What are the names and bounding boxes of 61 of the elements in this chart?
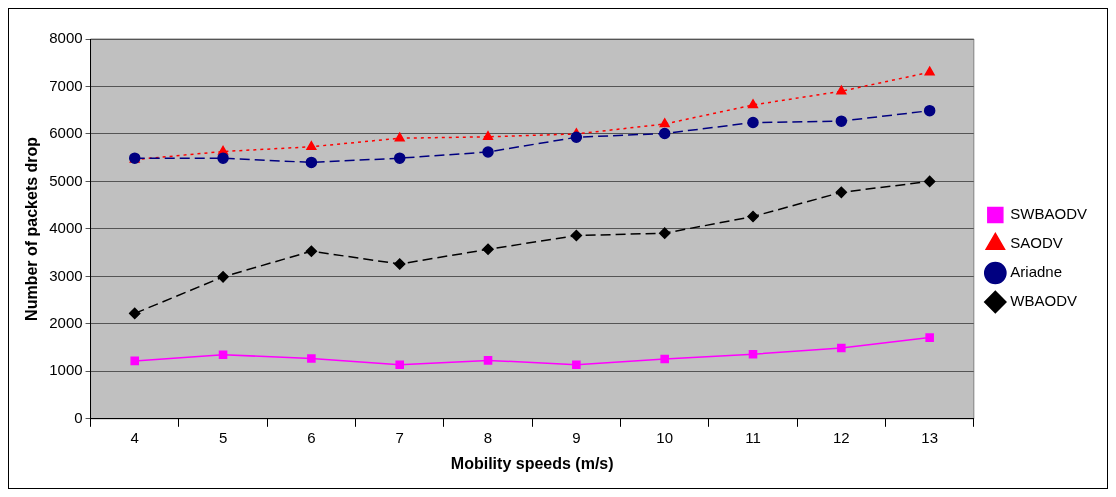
point bbox=[217, 271, 229, 283]
y-tick-label: 0 bbox=[74, 408, 83, 426]
y-tick-label: 2000 bbox=[49, 313, 83, 331]
point bbox=[659, 118, 670, 128]
x-tick-label: 7 bbox=[395, 428, 404, 446]
point bbox=[837, 343, 846, 353]
point bbox=[482, 243, 494, 256]
point bbox=[924, 66, 935, 76]
point bbox=[836, 85, 847, 95]
point bbox=[835, 186, 848, 199]
point bbox=[393, 152, 406, 164]
y-tick-label: 3000 bbox=[49, 266, 83, 284]
point bbox=[747, 99, 759, 109]
point bbox=[570, 229, 583, 242]
point bbox=[130, 356, 140, 366]
point bbox=[218, 350, 228, 359]
x-tick-label: 13 bbox=[921, 428, 938, 446]
point bbox=[747, 210, 759, 223]
point bbox=[660, 354, 669, 364]
point bbox=[835, 115, 848, 127]
x-tick-label: 5 bbox=[218, 428, 228, 446]
point bbox=[570, 131, 583, 144]
point bbox=[395, 360, 404, 369]
x-tick-label: 12 bbox=[832, 428, 850, 446]
y-axis-title: Number of packets drop bbox=[23, 136, 41, 321]
point bbox=[748, 349, 758, 359]
point bbox=[923, 175, 936, 188]
x-tick-label: 8 bbox=[483, 428, 493, 446]
point bbox=[923, 104, 936, 117]
x-tick-label: 6 bbox=[307, 428, 316, 446]
point bbox=[306, 141, 317, 151]
point bbox=[394, 132, 405, 142]
legend-label: Ariadne bbox=[1010, 263, 1063, 281]
y-tick-label: 7000 bbox=[49, 76, 83, 94]
legend-label: SWBAODV bbox=[1010, 205, 1088, 223]
point bbox=[658, 127, 671, 140]
point bbox=[307, 354, 316, 363]
point bbox=[925, 333, 934, 342]
point bbox=[128, 307, 141, 320]
point bbox=[747, 116, 759, 129]
x-tick-label: 9 bbox=[572, 428, 581, 446]
x-tick-label: 11 bbox=[745, 428, 761, 446]
y-tick-label: 4000 bbox=[49, 219, 83, 237]
point bbox=[483, 356, 493, 365]
y-tick-label: 6000 bbox=[49, 124, 83, 142]
point bbox=[305, 156, 318, 169]
legend-label: SAODV bbox=[1010, 234, 1063, 252]
point bbox=[482, 131, 494, 141]
point bbox=[482, 146, 494, 158]
point bbox=[658, 227, 671, 239]
y-tick-label: 8000 bbox=[49, 29, 83, 47]
x-tick-label: 4 bbox=[130, 428, 139, 446]
legend-label: WBAODV bbox=[1010, 292, 1078, 310]
point bbox=[217, 152, 229, 164]
point bbox=[305, 245, 318, 257]
y-tick-label: 1000 bbox=[49, 361, 83, 379]
x-axis-title: Mobility speeds (m/s) bbox=[450, 454, 614, 472]
point bbox=[572, 360, 581, 369]
point bbox=[393, 258, 406, 270]
x-tick-label: 10 bbox=[656, 428, 674, 446]
y-tick-label: 5000 bbox=[49, 171, 83, 189]
